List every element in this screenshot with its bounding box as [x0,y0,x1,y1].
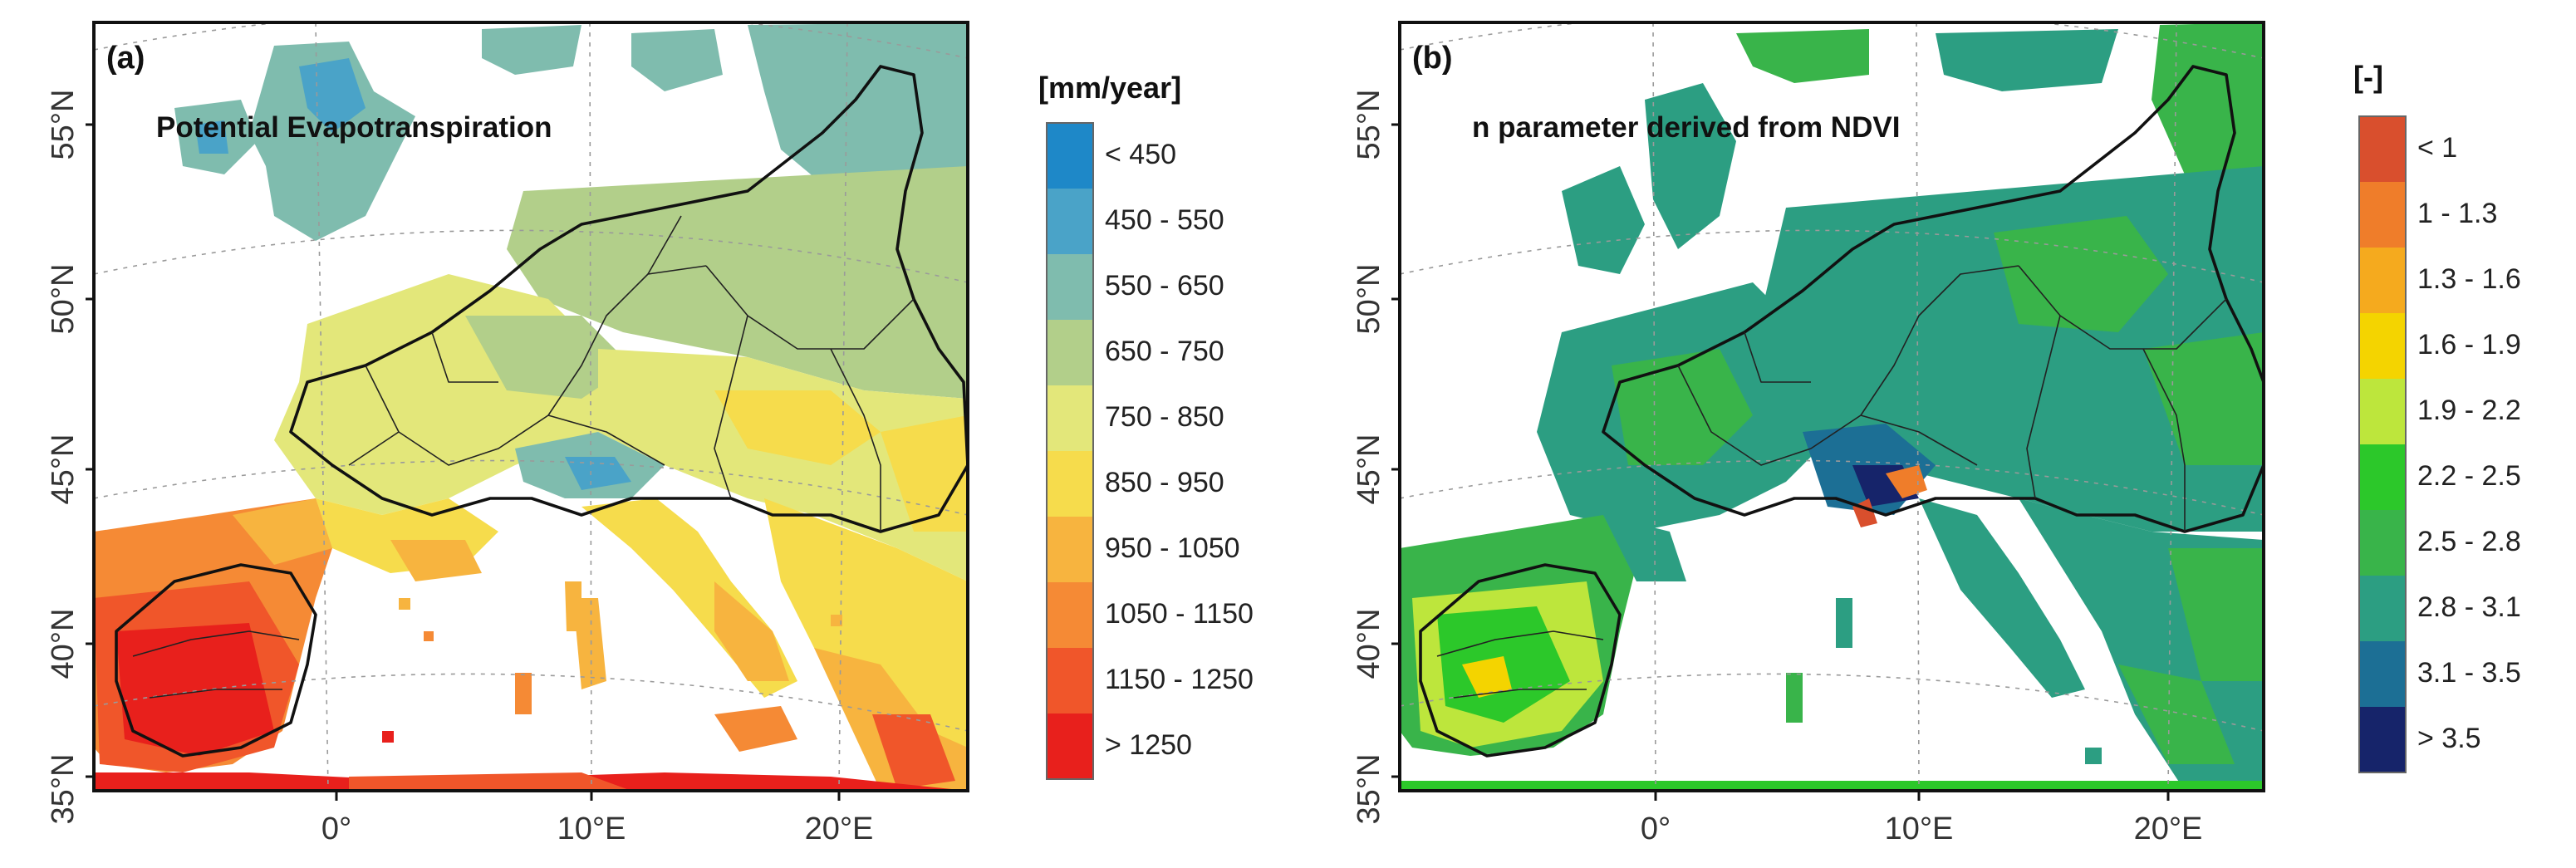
legend-a-label-5: 850 - 950 [1105,467,1224,498]
legend-b-label-0: < 1 [2417,132,2457,164]
legend-a-label-3: 650 - 750 [1105,336,1224,367]
legend-b-swatch-8 [2359,641,2406,707]
basins-a [115,65,968,758]
lat-label-b-50: 50°N [1352,264,1386,335]
lon-label-b-20e: 20°E [2134,812,2203,846]
legend-a-swatch-8 [1047,648,1093,714]
legend-a-swatch-0 [1047,123,1093,189]
lat-axis-a: 55°N 50°N 45°N 40°N 35°N [46,90,94,825]
legend-b-swatch-4 [2359,379,2406,444]
lat-label-45: 45°N [46,434,81,505]
panel-b-title: n parameter derived from NDVI [1472,111,1900,144]
legend-a-swatch-2 [1047,254,1093,320]
legend-a-swatch-9 [1047,714,1093,779]
panel-a-tag: (a) [106,41,145,76]
legend-a-label-0: < 450 [1105,139,1176,170]
legend-b-frame [2358,115,2407,773]
lon-axis-a: 0° 10°E 20°E [321,791,874,846]
legend-b-label-5: 2.2 - 2.5 [2417,460,2521,492]
lat-label-b-45: 45°N [1352,434,1386,505]
lat-label-50: 50°N [46,264,81,335]
lon-label-20e: 20°E [805,812,874,846]
lat-label-b-55: 55°N [1352,90,1386,160]
lat-label-55: 55°N [46,90,81,160]
legend-a-swatch-3 [1047,320,1093,385]
lon-axis-b: 0° 10°E 20°E [1641,791,2203,846]
legend-b-swatch-6 [2359,510,2406,576]
map-frame-a [92,21,969,792]
panel-a-pet: (a) Potential Evapotranspiration 55°N 50… [0,0,1283,868]
legend-a-label-9: > 1250 [1105,729,1192,761]
legend-b-swatch-3 [2359,313,2406,379]
legend-b-swatch-0 [2359,116,2406,182]
legend-b-label-7: 2.8 - 3.1 [2417,591,2521,623]
legend-a-swatch-1 [1047,189,1093,254]
lat-label-40: 40°N [46,609,81,679]
panel-b-tag: (b) [1412,41,1453,76]
legend-a-swatch-6 [1047,517,1093,582]
map-frame-b [1398,21,2265,792]
legend-b: [-] < 1 1 - 1.3 1.3 - 1.6 1.6 - 1.9 1.9 - 2.… [2353,60,2521,773]
lat-label-35: 35°N [46,754,81,825]
legend-b-swatch-2 [2359,248,2406,313]
panel-a-svg: (a) Potential Evapotranspiration 55°N 50… [46,21,1254,846]
legend-b-label-1: 1 - 1.3 [2417,198,2497,229]
lat-label-b-40: 40°N [1352,609,1386,679]
lon-label-b-10e: 10°E [1885,812,1954,846]
lon-label-0: 0° [321,812,351,846]
legend-b-swatch-1 [2359,182,2406,248]
legend-b-swatch-7 [2359,576,2406,641]
legend-b-swatch-5 [2359,444,2406,510]
legend-b-swatch-9 [2359,707,2406,772]
graticule-a [94,22,968,791]
legend-a-label-7: 1050 - 1150 [1105,598,1254,630]
legend-b-unit: [-] [2353,60,2383,94]
legend-a-label-8: 1150 - 1250 [1105,664,1254,695]
panel-a-title: Potential Evapotranspiration [156,111,552,144]
legend-a-label-6: 950 - 1050 [1105,532,1240,564]
legend-b-label-9: > 3.5 [2417,723,2481,754]
panel-b-svg: (b) n parameter derived from NDVI 55°N 5… [1352,21,2521,846]
lon-label-b-0: 0° [1641,812,1671,846]
legend-b-label-4: 1.9 - 2.2 [2417,395,2521,426]
basins-b [1419,65,2264,758]
legend-a: [mm/year] < 450 450 - 550 550 - 650 650 - 7… [1038,71,1254,780]
legend-b-label-6: 2.5 - 2.8 [2417,526,2521,557]
lon-label-10e: 10°E [557,812,626,846]
legend-a-swatch-4 [1047,385,1093,451]
legend-a-label-1: 450 - 550 [1105,204,1224,236]
graticule-b [1400,22,2264,791]
panel-b-ndvi: (b) n parameter derived from NDVI 55°N 5… [1288,0,2576,868]
legend-b-label-3: 1.6 - 1.9 [2417,329,2521,360]
legend-a-frame [1046,122,1094,780]
legend-a-swatch-7 [1047,582,1093,648]
pet-raster [94,22,968,791]
legend-b-label-2: 1.3 - 1.6 [2417,263,2521,295]
legend-b-label-8: 3.1 - 3.5 [2417,657,2521,689]
legend-a-unit: [mm/year] [1038,71,1181,105]
legend-a-label-2: 550 - 650 [1105,270,1224,302]
legend-a-swatch-5 [1047,451,1093,517]
lat-axis-b: 55°N 50°N 45°N 40°N 35°N [1352,90,1400,825]
lat-label-b-35: 35°N [1352,754,1386,825]
legend-a-label-4: 750 - 850 [1105,401,1224,433]
